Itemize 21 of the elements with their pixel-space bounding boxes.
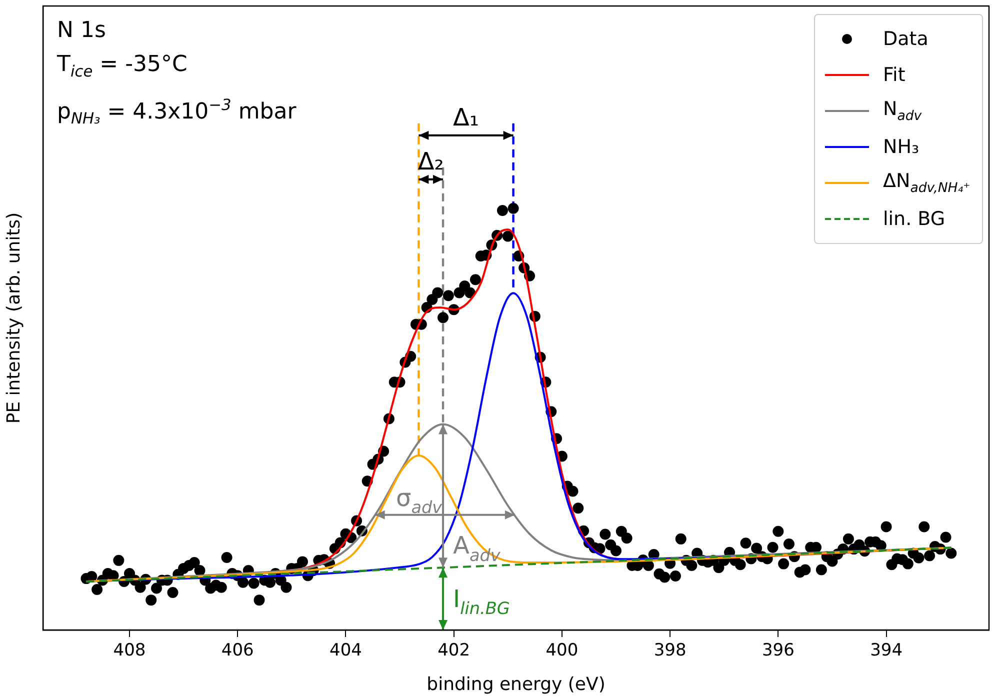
x-tick-label: 394 <box>870 640 903 661</box>
legend-label: N$_{adv}$ <box>883 98 922 124</box>
legend-label: Fit <box>883 64 906 86</box>
legend-label: Data <box>883 28 928 50</box>
x-axis-title: binding energy (eV) <box>426 674 606 695</box>
x-tick-label: 398 <box>654 640 686 661</box>
y-axis-title: PE intensity (arb. units) <box>3 212 24 424</box>
x-tick-label: 400 <box>546 640 578 661</box>
x-tick-label: 406 <box>221 640 254 661</box>
x-tick-label: 408 <box>113 640 146 661</box>
text: Δ₂ <box>418 147 444 176</box>
text: T$_{ice}$ = -35°C <box>57 51 188 82</box>
text: Δ₁ <box>452 103 480 132</box>
text: N 1s <box>57 17 107 45</box>
legend-label: lin. BG <box>883 208 946 230</box>
x-tick-label: 396 <box>762 640 794 661</box>
legend-label: ΔN$_{adv,NH₄⁺}$ <box>883 170 970 196</box>
x-tick-label: 404 <box>329 640 362 661</box>
text: p$_{NH₃}$ = 4.3x10$^{−3}$ mbar <box>57 95 296 130</box>
x-tick-label: 402 <box>438 640 470 661</box>
legend-label: NH₃ <box>883 136 920 158</box>
